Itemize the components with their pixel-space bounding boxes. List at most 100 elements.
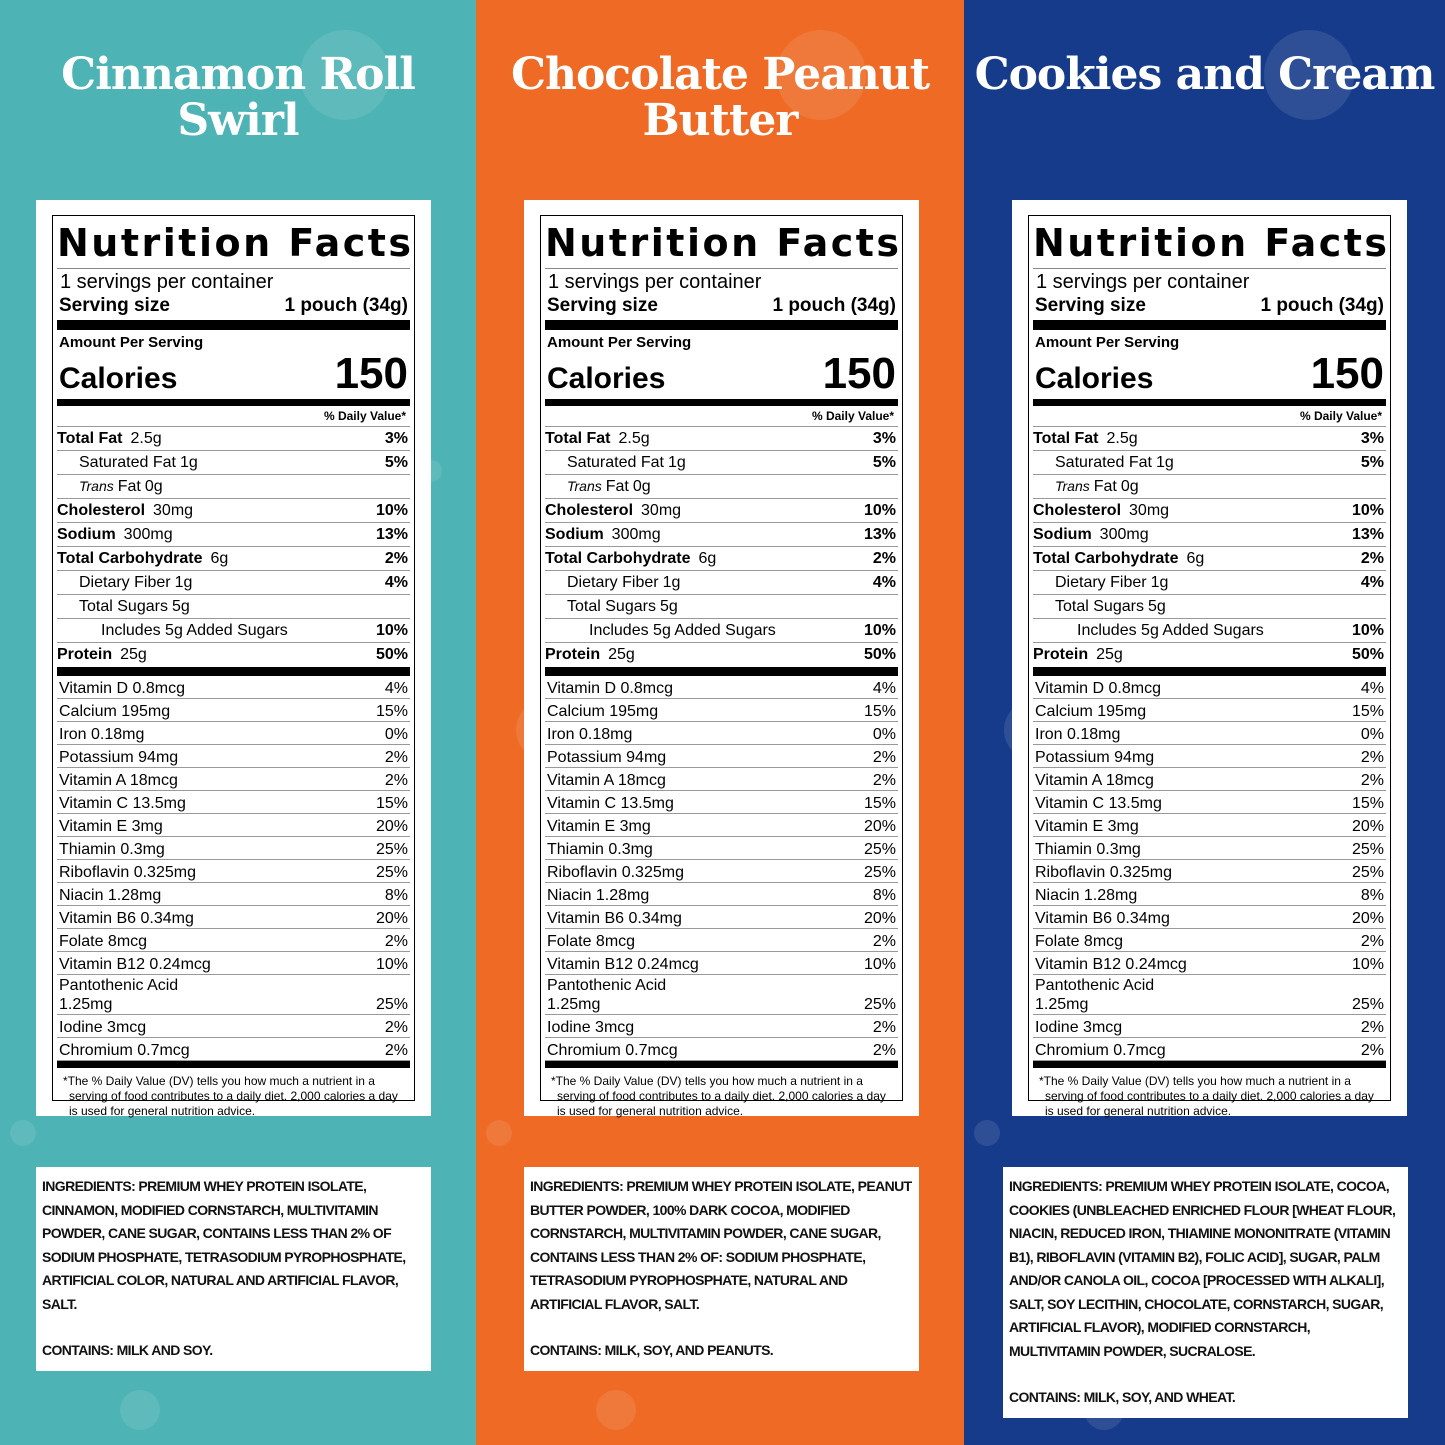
vitamin-dv: 2% (384, 1042, 408, 1059)
nutrient-label: Total Fat (57, 430, 123, 447)
vitamin-dv: 4% (384, 680, 408, 697)
nutrient-row: Sodium 300mg 13% (545, 522, 898, 546)
vitamin-name: Vitamin E 3mg (1035, 818, 1139, 835)
nutrient-row: Includes 5g Added Sugars 10% (57, 618, 410, 642)
nutrition-facts: Nutrition Facts 1 servings per container S… (52, 215, 415, 1118)
nutrient-row: Trans Fat 0g (57, 474, 410, 498)
vitamin-name: Thiamin 0.3mg (547, 841, 653, 858)
nutrient-label: Total Fat (1033, 430, 1099, 447)
nutrient-row: Saturated Fat 1g 5% (1033, 450, 1386, 474)
nutrient-label: Saturated Fat (79, 454, 176, 471)
vitamin-dv: 15% (1351, 795, 1384, 812)
nutrient-label: Includes 5g Added Sugars (1077, 622, 1264, 639)
nutrient-label: Fat (117, 478, 141, 495)
vitamin-row: Pantothenic Acid 1.25mg 25% (1033, 975, 1386, 1015)
ingredients: INGREDIENTS: PREMIUM WHEY PROTEIN ISOLAT… (42, 1178, 406, 1312)
nutrient-row: Total Fat 2.5g 3% (545, 426, 898, 450)
daily-value: 4% (384, 574, 408, 591)
nutrient-label: Protein (57, 646, 113, 663)
vitamin-row: Potassium 94mg 2% (57, 745, 410, 768)
decoration (1264, 30, 1354, 120)
vitamin-dv: 2% (1360, 772, 1384, 789)
nutrient-row: Total Sugars 5g (57, 594, 410, 618)
nutrient-amount: 300mg (123, 526, 173, 543)
calories-value: 150 (1310, 349, 1384, 398)
daily-value: 13% (1351, 526, 1384, 543)
thick-rule (545, 667, 898, 676)
nutrient-amount: 0g (144, 478, 163, 495)
daily-value: 3% (872, 430, 896, 447)
nutrient-label: Total Carbohydrate (57, 550, 203, 567)
nutrient-row: Dietary Fiber 1g 4% (1033, 570, 1386, 594)
daily-value: 2% (384, 550, 408, 567)
vitamin-dv: 25% (375, 841, 408, 858)
nutrient-name: Dietary Fiber 1g (79, 571, 192, 594)
vitamin-row: Vitamin C 13.5mg 15% (545, 791, 898, 814)
nutrient-row: Total Carbohydrate 6g 2% (1033, 546, 1386, 570)
nutrient-name: Includes 5g Added Sugars (1077, 619, 1264, 642)
vitamin-row: Niacin 1.28mg 8% (545, 883, 898, 906)
nutrient-name-italic: Trans (567, 478, 602, 494)
nutrient-row: Dietary Fiber 1g 4% (57, 570, 410, 594)
nutrient-label: Includes 5g Added Sugars (589, 622, 776, 639)
nutrient-label: Cholesterol (57, 502, 146, 519)
nutrient-name: Protein 25g (1033, 643, 1123, 666)
daily-value: 2% (872, 550, 896, 567)
serving-size-label: Serving size (59, 295, 170, 316)
nutrient-amount: 1g (667, 454, 686, 471)
daily-value: 10% (1351, 502, 1384, 519)
vitamin-dv: 25% (1351, 996, 1384, 1013)
daily-value-header: % Daily Value* (811, 409, 894, 423)
nutrient-amount: 6g (210, 550, 229, 567)
nutrient-name: Total Sugars 5g (79, 595, 190, 618)
facts-heading: Nutrition Facts (57, 218, 411, 269)
vitamin-row: Chromium 0.7mcg 2% (1033, 1038, 1386, 1061)
nutrient-amount: 6g (1186, 550, 1205, 567)
amount-per-serving: Amount Per Serving (1035, 334, 1180, 351)
nutrient-amount: 25g (120, 646, 147, 663)
nutrient-label: Saturated Fat (1055, 454, 1152, 471)
facts-heading: Nutrition Facts (545, 218, 899, 269)
servings: 1 servings per container (1036, 271, 1250, 293)
nutrient-row: Protein 25g 50% (545, 642, 898, 666)
nutrient-name: Saturated Fat 1g (567, 451, 686, 474)
nutrient-name: Cholesterol 30mg (545, 499, 681, 522)
ingredients: INGREDIENTS: PREMIUM WHEY PROTEIN ISOLAT… (1009, 1178, 1396, 1359)
calories-value: 150 (334, 349, 408, 398)
nutrient-label: Sodium (545, 526, 604, 543)
vitamin-dv: 25% (375, 996, 408, 1013)
vitamin-dv: 25% (863, 996, 896, 1013)
nutrient-amount: 5g (1147, 598, 1166, 615)
decoration (120, 1390, 160, 1430)
vitamin-name: Iron 0.18mg (59, 726, 145, 743)
nutrient-amount: 300mg (611, 526, 661, 543)
vitamin-dv: 8% (384, 887, 408, 904)
vitamin-dv: 2% (872, 772, 896, 789)
vitamin-dv: 2% (1360, 1019, 1384, 1036)
calories-label: Calories (547, 362, 666, 395)
nutrient-name: Trans Fat 0g (567, 475, 651, 498)
vitamin-name: Vitamin E 3mg (59, 818, 163, 835)
vitamin-row: Iron 0.18mg 0% (57, 722, 410, 745)
nutrient-name: Includes 5g Added Sugars (589, 619, 776, 642)
nutrient-row: Includes 5g Added Sugars 10% (545, 618, 898, 642)
nutrient-label: Total Carbohydrate (545, 550, 691, 567)
vitamin-name: Calcium 195mg (59, 703, 171, 720)
vitamin-name: Folate 8mcg (59, 933, 148, 950)
vitamin-dv: 20% (863, 910, 896, 927)
nutrient-name: Sodium 300mg (57, 523, 173, 546)
nutrient-label: Protein (1033, 646, 1089, 663)
nutrient-row: Cholesterol 30mg 10% (57, 498, 410, 522)
vitamin-row: Vitamin B6 0.34mg 20% (57, 906, 410, 929)
nutrient-name: Protein 25g (57, 643, 147, 666)
nutrient-amount: 1g (1155, 454, 1174, 471)
vitamin-dv: 8% (872, 887, 896, 904)
vitamin-row: Vitamin D 0.8mcg 4% (1033, 676, 1386, 699)
nutrition-label: Nutrition Facts 1 servings per container S… (524, 200, 919, 1118)
vitamin-dv: 25% (863, 864, 896, 881)
vitamin-row: Riboflavin 0.325mg 25% (57, 860, 410, 883)
nutrient-name: Total Fat 2.5g (1033, 427, 1138, 450)
nutrient-row: Trans Fat 0g (545, 474, 898, 498)
daily-value: 3% (384, 430, 408, 447)
allergens: CONTAINS: MILK AND SOY. (42, 1342, 213, 1358)
